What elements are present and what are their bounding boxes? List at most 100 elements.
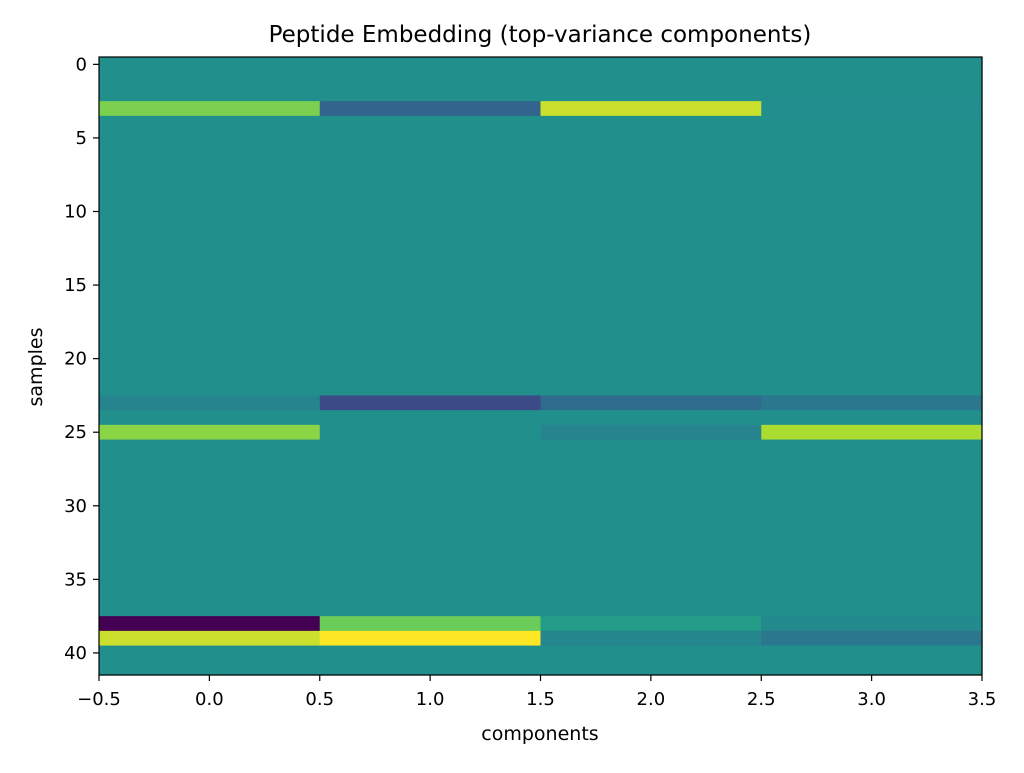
- heatmap-cell: [761, 395, 983, 411]
- heatmap-cell: [99, 101, 321, 117]
- heatmap-cell: [540, 174, 762, 191]
- heatmap-cell: [319, 557, 542, 573]
- heatmap-cell: [319, 630, 542, 647]
- heatmap-cell: [319, 57, 542, 73]
- heatmap-cell: [761, 366, 983, 382]
- heatmap-cell: [99, 57, 321, 73]
- heatmap-cell: [540, 454, 762, 470]
- heatmap-cell: [540, 57, 762, 73]
- heatmap-cell: [761, 71, 983, 88]
- heatmap-cell: [540, 336, 762, 352]
- heatmap-cell: [540, 101, 762, 117]
- heatmap-cell: [540, 277, 762, 294]
- heatmap-cell: [319, 380, 542, 397]
- x-tick-label: 0.5: [305, 689, 334, 710]
- heatmap-cell: [99, 263, 321, 279]
- heatmap-cell: [761, 424, 983, 441]
- x-tick-label: 2.5: [747, 689, 776, 710]
- heatmap-cell: [99, 307, 321, 323]
- heatmap-cell: [761, 557, 983, 573]
- x-tick-label: 3.0: [857, 689, 886, 710]
- heatmap-cell: [99, 645, 321, 661]
- y-axis-label: samples: [25, 328, 47, 407]
- heatmap-cell: [319, 86, 542, 102]
- heatmap-cell: [99, 601, 321, 617]
- heatmap-cell: [99, 660, 321, 676]
- heatmap-cell: [319, 160, 542, 176]
- heatmap-cell: [761, 115, 983, 132]
- heatmap-cell: [540, 292, 762, 308]
- heatmap-cell: [99, 233, 321, 249]
- heatmap-cell: [99, 572, 321, 588]
- heatmap-cell: [540, 483, 762, 500]
- heatmap-cell: [99, 498, 321, 514]
- heatmap-cell: [319, 616, 542, 632]
- y-axis-ticks: 0 5 10 15 20 25 30 35 40: [64, 54, 99, 664]
- heatmap-cell: [319, 233, 542, 249]
- heatmap-cell: [540, 586, 762, 603]
- x-tick-label: 1.5: [526, 689, 555, 710]
- heatmap-cell: [99, 86, 321, 102]
- heatmap-cell: [540, 527, 762, 544]
- heatmap-cell: [761, 586, 983, 603]
- heatmap-cells: [99, 57, 983, 676]
- heatmap-cell: [540, 189, 762, 205]
- heatmap-cell: [319, 601, 542, 617]
- heatmap-cell: [319, 292, 542, 308]
- heatmap-cell: [540, 660, 762, 676]
- heatmap-cell: [540, 469, 762, 485]
- heatmap-cell: [761, 601, 983, 617]
- heatmap-cell: [540, 424, 762, 441]
- heatmap-cell: [761, 189, 983, 205]
- heatmap-cell: [540, 145, 762, 161]
- heatmap-cell: [319, 645, 542, 661]
- heatmap-cell: [761, 439, 983, 455]
- heatmap-cell: [540, 115, 762, 132]
- heatmap-cell: [99, 616, 321, 632]
- heatmap-cell: [761, 57, 983, 73]
- heatmap-cell: [761, 616, 983, 632]
- heatmap-cell: [99, 424, 321, 441]
- heatmap-cell: [540, 572, 762, 588]
- heatmap-cell: [540, 366, 762, 382]
- heatmap-cell: [99, 380, 321, 397]
- heatmap-cell: [540, 439, 762, 455]
- heatmap-cell: [99, 483, 321, 500]
- heatmap-cell: [761, 513, 983, 529]
- heatmap-cell: [319, 71, 542, 88]
- heatmap-cell: [540, 630, 762, 647]
- heatmap-cell: [99, 321, 321, 338]
- heatmap-cell: [99, 557, 321, 573]
- heatmap-cell: [99, 248, 321, 264]
- heatmap-cell: [99, 513, 321, 529]
- heatmap-cell: [540, 395, 762, 411]
- heatmap-cell: [99, 174, 321, 191]
- chart-title: Peptide Embedding (top-variance componen…: [269, 22, 812, 48]
- heatmap-cell: [99, 366, 321, 382]
- heatmap-cell: [99, 115, 321, 132]
- heatmap-cell: [319, 424, 542, 441]
- x-tick-label: 1.0: [416, 689, 445, 710]
- heatmap-cell: [540, 204, 762, 220]
- heatmap-cell: [319, 307, 542, 323]
- heatmap-cell: [319, 321, 542, 338]
- heatmap-cell: [319, 527, 542, 544]
- heatmap-cell: [540, 513, 762, 529]
- heatmap-cell: [319, 101, 542, 117]
- heatmap-cell: [319, 469, 542, 485]
- heatmap-cell: [319, 542, 542, 558]
- heatmap-cell: [540, 542, 762, 558]
- heatmap-cell: [761, 351, 983, 367]
- heatmap-cell: [319, 498, 542, 514]
- y-tick-label: 25: [64, 422, 87, 443]
- heatmap-cell: [761, 454, 983, 470]
- heatmap-cell: [540, 160, 762, 176]
- heatmap-cell: [319, 115, 542, 132]
- heatmap-cell: [540, 498, 762, 514]
- x-axis-ticks: −0.5 0.0 0.5 1.0 1.5 2.0 2.5 3.0 3.5: [77, 675, 996, 710]
- heatmap-cell: [319, 439, 542, 455]
- heatmap-cell: [540, 307, 762, 323]
- heatmap-cell: [540, 601, 762, 617]
- heatmap-cell: [761, 498, 983, 514]
